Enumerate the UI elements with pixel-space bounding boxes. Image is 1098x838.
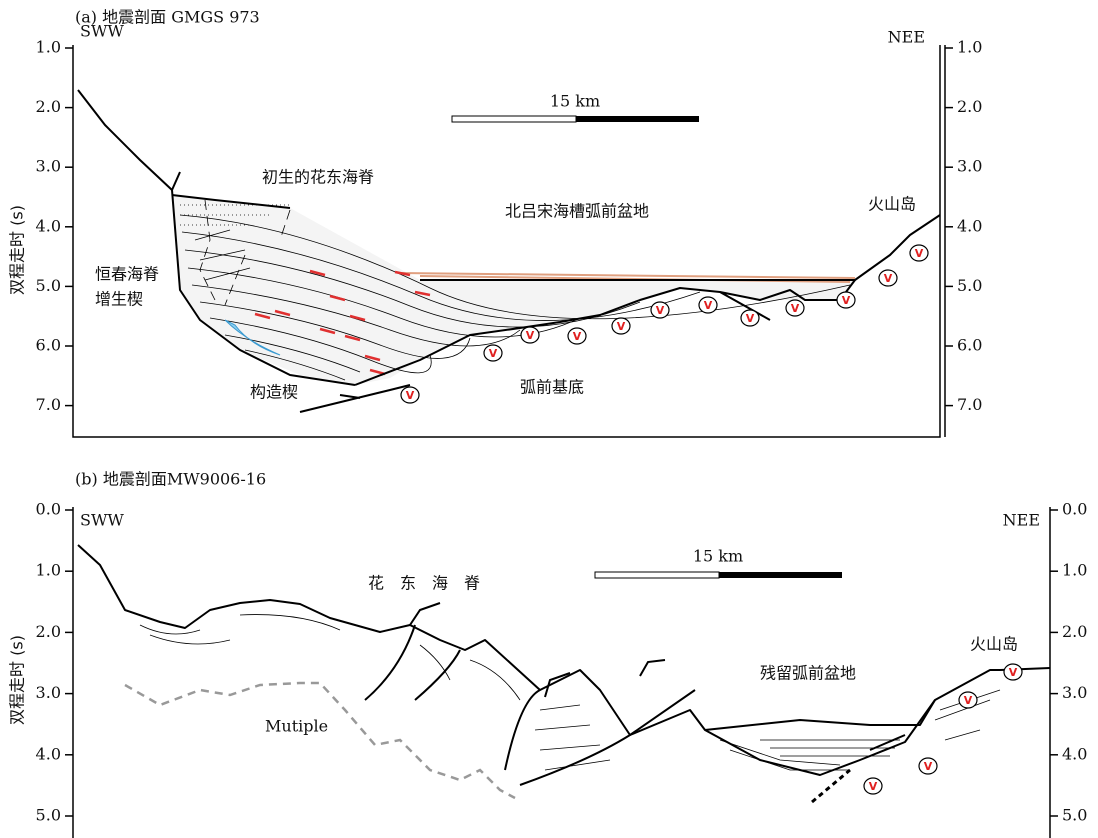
y-tick-label: 7.0 xyxy=(957,395,982,414)
label: 构造楔 xyxy=(250,383,298,402)
label: 火山岛 xyxy=(868,195,916,214)
y-tick-label: 3.0 xyxy=(36,157,61,176)
y-tick-label: 6.0 xyxy=(957,336,982,355)
volcano-symbol: V xyxy=(573,330,582,343)
fault xyxy=(300,385,410,412)
fault xyxy=(365,625,935,785)
y-axis-label: 双程走时 (s) xyxy=(8,205,27,295)
volcano-symbol: V xyxy=(617,320,626,333)
y-tick-label: 0.0 xyxy=(36,500,61,519)
y-tick-label: 2.0 xyxy=(957,97,982,116)
label: 增生楔 xyxy=(95,290,143,309)
y-tick-label: 1.0 xyxy=(957,38,982,57)
y-tick-label: 1.0 xyxy=(1062,561,1087,580)
y-tick-label: 0.0 xyxy=(1062,500,1087,519)
label: 初生的花东海脊 xyxy=(262,168,374,187)
label: Mutiple xyxy=(265,717,328,736)
volcano-symbol: V xyxy=(869,780,878,793)
y-tick-label: 1.0 xyxy=(36,561,61,580)
y-tick-label: 3.0 xyxy=(1062,683,1087,702)
volcano-symbol: V xyxy=(1009,666,1018,679)
y-tick-label: 7.0 xyxy=(36,395,61,414)
figure: (a) 地震剖面 GMGS 973 双程走时 (s) SWW NEE 15 km… xyxy=(0,0,1098,838)
y-tick-label: 4.0 xyxy=(1062,744,1087,763)
volcano-symbol: V xyxy=(884,272,893,285)
y-axis-label: 双程走时 (s) xyxy=(8,635,27,725)
scale-bar xyxy=(719,572,842,578)
seafloor xyxy=(78,545,1050,735)
label: 花 东 海 脊 xyxy=(368,574,480,593)
y-tick-label: 5.0 xyxy=(1062,806,1087,825)
strata xyxy=(140,615,1000,770)
fault-arrow xyxy=(410,603,665,697)
label: 北吕宋海槽弧前盆地 xyxy=(505,202,649,221)
multiple-line xyxy=(125,683,515,798)
panel-title: (b) 地震剖面MW9006-16 xyxy=(75,470,266,489)
y-tick-label: 5.0 xyxy=(36,276,61,295)
panel-b: (b) 地震剖面MW9006-16 双程走时 (s) SWW NEE 15 km… xyxy=(8,470,1051,838)
scale-label: 15 km xyxy=(693,547,743,566)
y-tick-label: 3.0 xyxy=(957,157,982,176)
volcano-symbol: V xyxy=(791,302,800,315)
volcano-symbol: V xyxy=(964,694,973,707)
volcano-symbol: V xyxy=(704,299,713,312)
volcano-symbol: V xyxy=(656,304,665,317)
direction-left: SWW xyxy=(80,22,124,41)
y-tick-label: 4.0 xyxy=(36,744,61,763)
basin-fill xyxy=(172,195,855,385)
panel-a: (a) 地震剖面 GMGS 973 双程走时 (s) SWW NEE 15 km… xyxy=(8,8,946,438)
direction-right: NEE xyxy=(1003,511,1040,530)
label: 弧前基底 xyxy=(520,378,584,397)
y-tick-label: 1.0 xyxy=(36,38,61,57)
label: 恒春海脊 xyxy=(95,265,159,284)
scale-label: 15 km xyxy=(550,92,600,111)
volcano-symbol: V xyxy=(924,760,933,773)
y-tick-label: 3.0 xyxy=(36,683,61,702)
scale-bar xyxy=(452,116,576,122)
y-tick-label: 6.0 xyxy=(36,336,61,355)
label: 残留弧前盆地 xyxy=(760,664,856,683)
y-tick-label: 4.0 xyxy=(36,216,61,235)
y-tick-label: 5.0 xyxy=(36,806,61,825)
y-tick-label: 4.0 xyxy=(957,216,982,235)
direction-left: SWW xyxy=(80,511,124,530)
volcano-symbol: V xyxy=(406,389,415,402)
frame xyxy=(73,507,1050,838)
scale-bar xyxy=(576,116,699,122)
volcano-symbol: V xyxy=(746,312,755,325)
y-tick-label: 2.0 xyxy=(1062,622,1087,641)
volcano-symbol: V xyxy=(526,329,535,342)
volcano-symbol: V xyxy=(842,294,851,307)
label: 火山岛 xyxy=(970,635,1018,654)
scale-bar xyxy=(595,572,719,578)
y-tick-label: 2.0 xyxy=(36,622,61,641)
direction-right: NEE xyxy=(888,28,925,47)
volcano-symbol: V xyxy=(915,247,924,260)
volcano-symbol: V xyxy=(489,347,498,360)
y-tick-label: 5.0 xyxy=(957,276,982,295)
y-tick-label: 2.0 xyxy=(36,97,61,116)
